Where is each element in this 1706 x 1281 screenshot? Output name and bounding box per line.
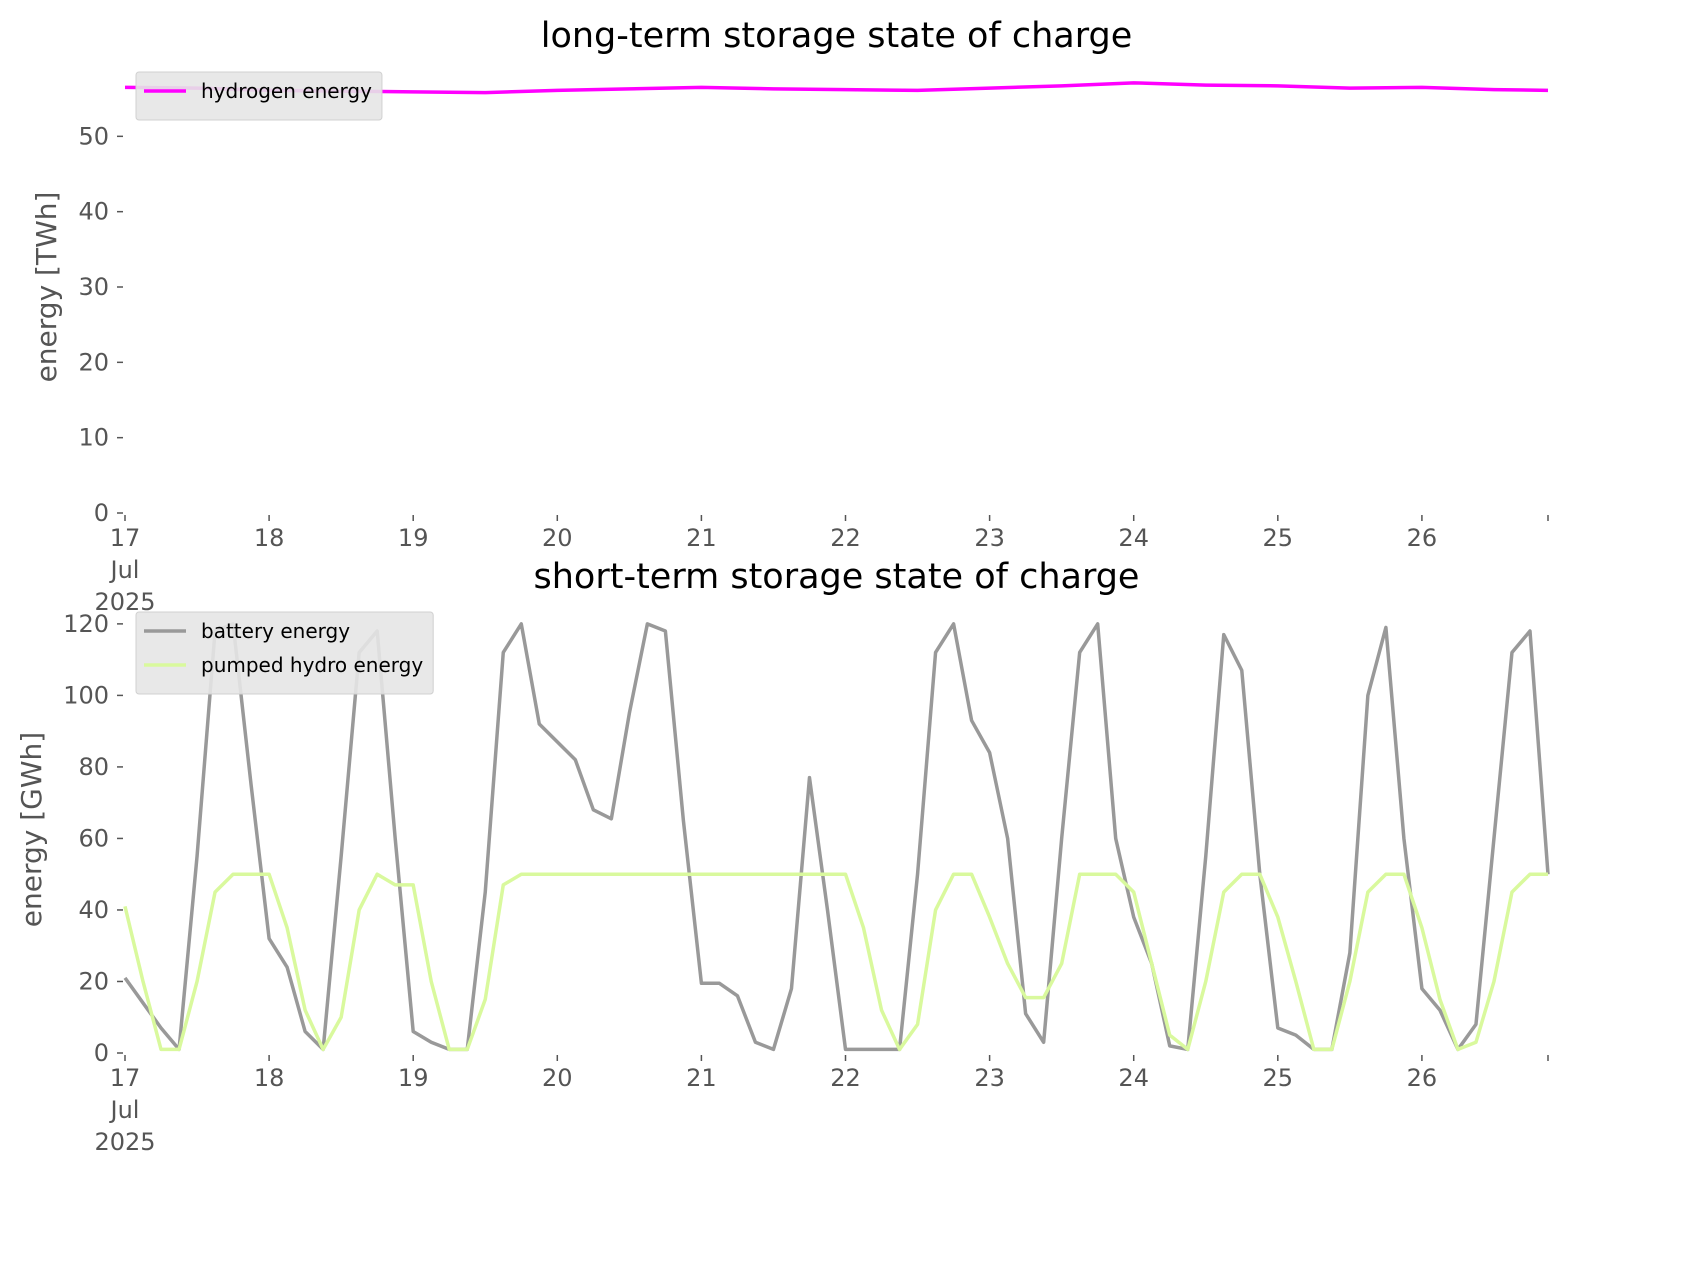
legend-label: pumped hydro energy: [201, 653, 423, 677]
y-axis-label: energy [TWh]: [30, 192, 63, 383]
x-tick-label: 19: [398, 1064, 429, 1092]
legend-box: [135, 611, 434, 695]
x-tick-label: 22: [830, 524, 861, 552]
x-tick-label: 18: [254, 1064, 285, 1092]
y-tick-label: 40: [78, 198, 109, 226]
legend-box: [135, 71, 383, 121]
y-tick-label: 20: [78, 348, 109, 376]
chart-title: short-term storage state of charge: [534, 557, 1140, 597]
y-tick-label: 50: [78, 122, 109, 150]
y-tick-label: 20: [78, 967, 109, 995]
x-tick-label: 19: [398, 524, 429, 552]
y-tick-label: 10: [78, 424, 109, 452]
x-tick-label: 25: [1263, 1064, 1294, 1092]
y-tick-label: 30: [78, 273, 109, 301]
x-tick-label: 24: [1118, 1064, 1149, 1092]
x-tick-label: 17 Jul 2025: [94, 524, 155, 616]
x-tick-label: 20: [542, 1064, 573, 1092]
series-line: [123, 872, 1548, 1052]
x-tick-label: 18: [254, 524, 285, 552]
y-tick-label: 120: [63, 610, 109, 638]
x-tick-label: 21: [686, 524, 717, 552]
x-tick-label: 21: [686, 1064, 717, 1092]
y-axis-label: energy [GWh]: [15, 732, 48, 927]
x-tick-label: 26: [1407, 524, 1438, 552]
x-tick-label: 25: [1263, 524, 1294, 552]
legend-label: battery energy: [201, 619, 350, 643]
x-tick-label: 26: [1407, 1064, 1438, 1092]
x-tick-label: 23: [974, 524, 1005, 552]
y-tick-label: 80: [78, 753, 109, 781]
y-tick-label: 40: [78, 896, 109, 924]
y-tick-label: 60: [78, 824, 109, 852]
y-tick-label: 0: [94, 499, 109, 527]
x-tick-label: 23: [974, 1064, 1005, 1092]
chart-title: long-term storage state of charge: [541, 16, 1133, 56]
x-tick-label: 17 Jul 2025: [94, 1064, 155, 1156]
x-tick-label: 24: [1118, 524, 1149, 552]
y-tick-label: 0: [94, 1039, 109, 1067]
y-tick-label: 100: [63, 681, 109, 709]
x-tick-label: 20: [542, 524, 573, 552]
x-tick-label: 22: [830, 1064, 861, 1092]
legend-label: hydrogen energy: [201, 79, 372, 103]
